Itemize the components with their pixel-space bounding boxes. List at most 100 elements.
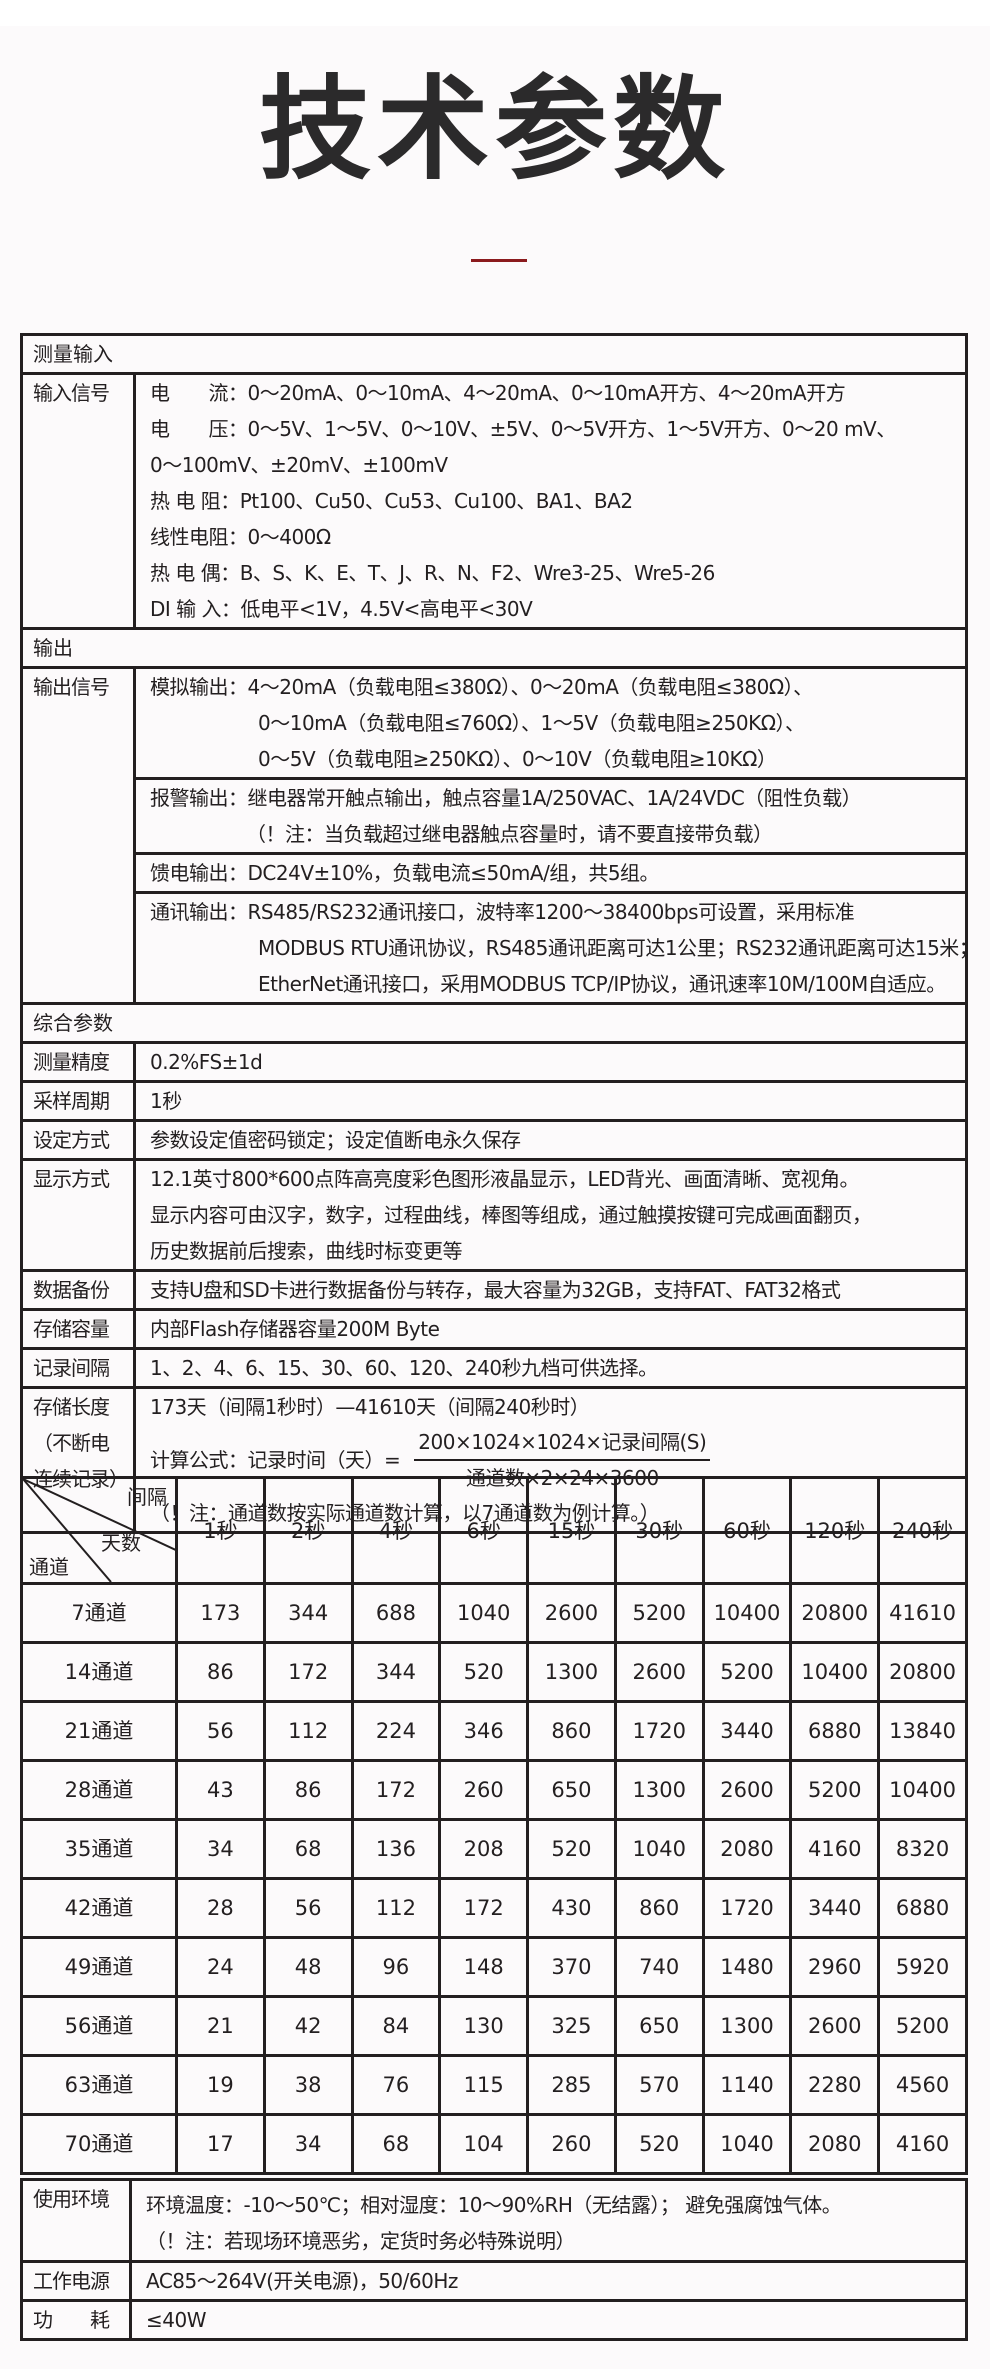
days-cell: 740: [613, 1936, 705, 1998]
days-cell: 96: [350, 1936, 442, 1998]
table-row: 35通道 34 68 136 208 520 1040 2080 4160 8320: [20, 1818, 968, 1880]
column-header: 2秒: [262, 1476, 354, 1585]
table-row: 14通道 86 172 344 520 1300 2600 5200 10400 20800: [20, 1641, 968, 1703]
days-cell: 115: [438, 2054, 530, 2116]
channel-label: 70通道: [20, 2113, 178, 2175]
storage-days-table: 间隔 天数 通道 1秒 2秒 4秒 6秒 15秒 30秒 60秒 120秒 240秒 7通道 17…: [20, 1476, 968, 2175]
days-cell: 430: [526, 1877, 617, 1939]
days-cell: 10400: [789, 1641, 881, 1703]
days-cell: 4160: [877, 2113, 968, 2175]
days-cell: 3440: [701, 1700, 793, 1762]
column-header: 6秒: [438, 1476, 530, 1585]
input-line: 线性电阻：0～400Ω: [150, 525, 331, 549]
column-header: 120秒: [789, 1476, 881, 1585]
diagonal-lines: [24, 1480, 174, 1581]
days-cell: 1480: [701, 1936, 793, 1998]
days-cell: 13840: [877, 1700, 968, 1762]
days-cell: 260: [526, 2113, 617, 2175]
row-value: 1、2、4、6、15、30、60、120、240秒九档可供选择。: [133, 1347, 968, 1389]
channel-label: 14通道: [20, 1641, 178, 1703]
days-cell: 344: [350, 1641, 442, 1703]
column-header: 30秒: [613, 1476, 705, 1585]
column-header: 4秒: [350, 1476, 442, 1585]
section-general: 综合参数: [20, 1002, 968, 1044]
days-cell: 148: [438, 1936, 530, 1998]
days-cell: 104: [438, 2113, 530, 2175]
days-cell: 41610: [877, 1582, 968, 1644]
display-line: 显示内容可由汉字，数字，过程曲线，棒图等组成，通过触摸按键可完成画面翻页，: [150, 1203, 872, 1227]
days-cell: 2080: [701, 1818, 793, 1880]
days-cell: 38: [262, 2054, 354, 2116]
row-value: 支持U盘和SD卡进行数据备份与转存，最大容量为32GB，支持FAT、FAT32格…: [133, 1269, 968, 1311]
days-cell: 2600: [701, 1759, 793, 1821]
days-cell: 2600: [789, 1995, 881, 2057]
table-row: 56通道 21 42 84 130 325 650 1300 2600 5200: [20, 1995, 968, 2057]
days-cell: 5200: [613, 1582, 705, 1644]
channel-label: 28通道: [20, 1759, 178, 1821]
days-cell: 208: [438, 1818, 530, 1880]
days-cell: 860: [526, 1700, 617, 1762]
channel-label: 35通道: [20, 1818, 178, 1880]
days-cell: 86: [175, 1641, 266, 1703]
table-row: 21通道 56 112 224 346 860 1720 3440 6880 13840: [20, 1700, 968, 1762]
formula-label: 计算公式：记录时间（天）=: [150, 1448, 401, 1472]
channel-label: 42通道: [20, 1877, 178, 1939]
days-cell: 1720: [613, 1700, 705, 1762]
alarm-output: 报警输出：继电器常开触点输出，触点容量1A/250VAC、1A/24VDC（阻性…: [133, 777, 968, 855]
row-label: 测量精度: [20, 1041, 136, 1083]
top-strip: [0, 0, 990, 26]
days-cell: 5200: [789, 1759, 881, 1821]
days-cell: 1720: [701, 1877, 793, 1939]
days-cell: 1140: [701, 2054, 793, 2116]
comm-output: 通讯输出：RS485/RS232通讯接口，波特率1200～38400bps可设置…: [133, 891, 968, 1005]
channel-label: 49通道: [20, 1936, 178, 1998]
days-cell: 5200: [701, 1641, 793, 1703]
column-header: 240秒: [877, 1476, 968, 1585]
days-cell: 346: [438, 1700, 530, 1762]
channel-label: 21通道: [20, 1700, 178, 1762]
days-cell: 34: [175, 1818, 266, 1880]
days-cell: 112: [262, 1700, 354, 1762]
days-cell: 34: [262, 2113, 354, 2175]
days-cell: 2600: [526, 1582, 617, 1644]
days-cell: 4160: [789, 1818, 881, 1880]
table-row: 63通道 19 38 76 115 285 570 1140 2280 4560: [20, 2054, 968, 2116]
table-row: 49通道 24 48 96 148 370 740 1480 2960 5920: [20, 1936, 968, 1998]
days-cell: 1300: [526, 1641, 617, 1703]
spec-table: 测量输入 输入信号 电 流：0～20mA、0～10mA、4～20mA、0～10m…: [20, 333, 968, 1534]
row-value: 0.2%FS±1d: [133, 1041, 968, 1083]
days-cell: 5920: [877, 1936, 968, 1998]
days-cell: 1040: [613, 1818, 705, 1880]
days-cell: 136: [350, 1818, 442, 1880]
row-label: 设定方式: [20, 1119, 136, 1161]
days-cell: 28: [175, 1877, 266, 1939]
channel-label: 63通道: [20, 2054, 178, 2116]
input-line: 电 流：0～20mA、0～10mA、4～20mA、0～10mA开方、4～20mA…: [150, 381, 846, 405]
days-cell: 570: [613, 2054, 705, 2116]
feed-output: 馈电输出：DC24V±10%，负载电流≤50mA/组，共5组。: [133, 852, 968, 894]
days-cell: 48: [262, 1936, 354, 1998]
days-cell: 24: [175, 1936, 266, 1998]
alarm-note: （！注：当负载超过继电器触点容量时，请不要直接带负载）: [246, 822, 773, 846]
days-cell: 520: [613, 2113, 705, 2175]
days-cell: 2080: [789, 2113, 881, 2175]
display-line: 12.1英寸800*600点阵高亮度彩色图形液晶显示，LED背光、画面清晰、宽视…: [150, 1167, 860, 1191]
days-cell: 17: [175, 2113, 266, 2175]
days-cell: 2960: [789, 1936, 881, 1998]
analog-output: 模拟输出：4～20mA（负载电阻≤380Ω）、0～20mA（负载电阻≤380Ω）…: [133, 666, 968, 780]
display-line: 历史数据前后搜索，曲线时标变更等: [150, 1239, 463, 1263]
corner-channel-label: 通道: [29, 1555, 69, 1579]
input-line: DI 输 入：低电平<1V，4.5V<高电平<30V: [150, 597, 533, 621]
days-cell: 1040: [438, 1582, 530, 1644]
env-value: 环境温度：-10～50℃；相对湿度：10～90%RH（无结露）； 避免强腐蚀气体…: [129, 2178, 968, 2263]
days-cell: 172: [350, 1759, 442, 1821]
display-mode-value: 12.1英寸800*600点阵高亮度彩色图形液晶显示，LED背光、画面清晰、宽视…: [133, 1158, 968, 1272]
days-cell: 1300: [701, 1995, 793, 2057]
days-cell: 520: [526, 1818, 617, 1880]
input-signal-values: 电 流：0～20mA、0～10mA、4～20mA、0～10mA开方、4～20mA…: [133, 372, 968, 630]
row-label: 存储容量: [20, 1308, 136, 1350]
input-line: 0～100mV、±20mV、±100mV: [150, 453, 448, 477]
label-line: （不断电: [33, 1431, 110, 1455]
table-row: 42通道 28 56 112 172 430 860 1720 3440 6880: [20, 1877, 968, 1939]
days-cell: 56: [175, 1700, 266, 1762]
